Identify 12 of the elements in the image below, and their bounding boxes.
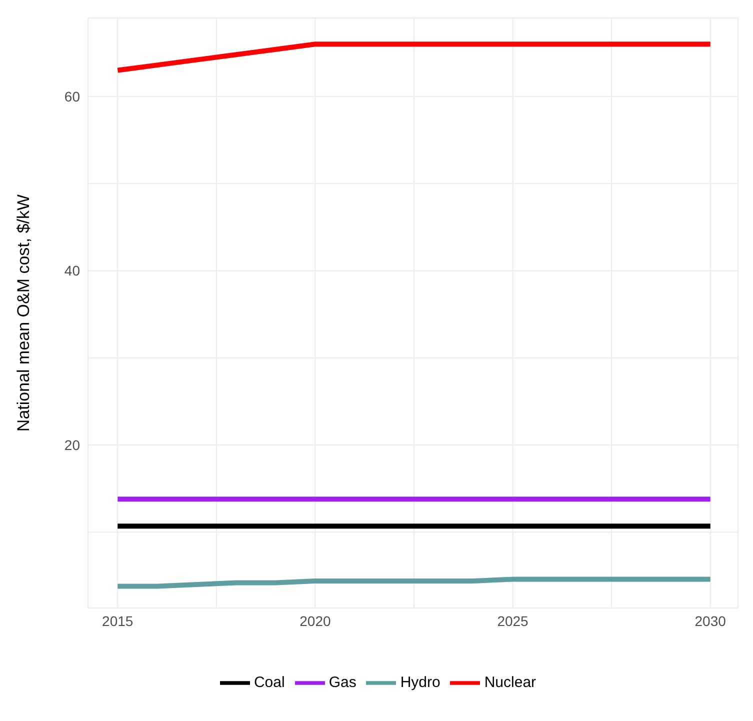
legend-label: Nuclear	[484, 674, 536, 691]
x-tick-label: 2015	[102, 612, 134, 629]
legend-label: Hydro	[400, 674, 440, 691]
y-tick-label: 20	[64, 437, 80, 453]
y-tick-label: 60	[64, 88, 80, 104]
x-tick-label: 2020	[300, 612, 331, 629]
x-tick-label: 2025	[497, 612, 529, 629]
legend-label: Coal	[254, 674, 285, 691]
legend-label: Gas	[328, 674, 356, 691]
x-tick-label: 2030	[694, 612, 726, 629]
y-axis-title: National mean O&M cost, $/kW	[14, 194, 34, 432]
y-tick-label: 40	[64, 262, 80, 279]
